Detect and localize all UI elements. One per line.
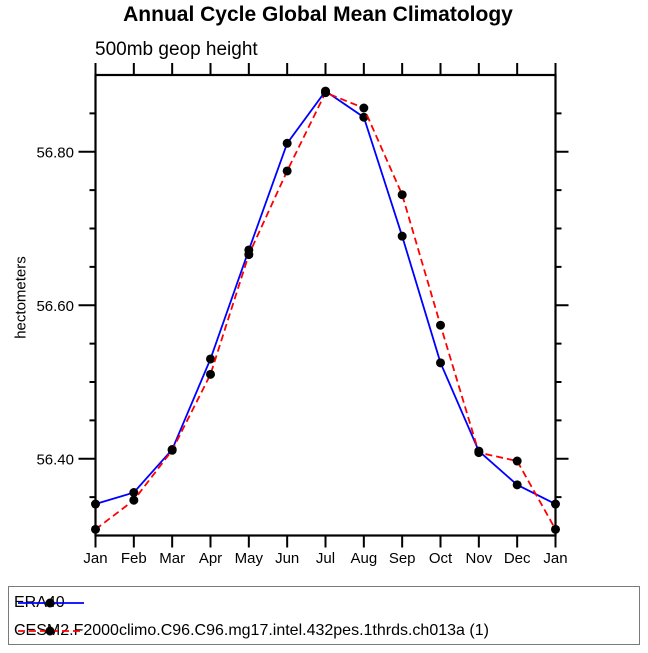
y-tick-label: 56.40 xyxy=(36,451,74,468)
data-point-marker xyxy=(551,499,560,509)
data-point-marker xyxy=(282,138,292,148)
chart-canvas: Jan Feb Mar Apr May Jun Jul Aug Sep Oct Nov Dec Jan 5… xyxy=(36,63,569,567)
data-point-marker xyxy=(206,354,215,364)
data-point-marker xyxy=(91,499,100,509)
x-tick-label: Dec xyxy=(504,550,531,567)
series-line-era40 xyxy=(95,89,556,505)
data-point-marker xyxy=(282,166,292,176)
data-point-marker xyxy=(321,88,330,98)
data-point-marker xyxy=(436,358,445,368)
legend-line-sample xyxy=(18,598,84,608)
data-point-marker xyxy=(359,103,369,113)
x-tick-label: May xyxy=(235,550,264,567)
data-point-marker xyxy=(359,112,369,122)
plot-frame xyxy=(94,73,557,537)
x-tick-label: Apr xyxy=(199,550,222,567)
x-tick-label: Oct xyxy=(429,550,453,567)
chart-title: Annual Cycle Global Mean Climatology xyxy=(123,3,513,26)
legend-label: CESM2.F2000climo.C96.C96.mg17.intel.432p… xyxy=(14,622,489,639)
x-tick-label: Jul xyxy=(316,550,335,567)
data-point-marker xyxy=(206,369,215,379)
data-point-marker xyxy=(244,250,254,260)
x-tick-label: Jun xyxy=(275,550,299,567)
data-point-marker xyxy=(512,480,522,490)
x-tick-label: Jan xyxy=(543,550,567,567)
legend-marker xyxy=(45,598,55,608)
data-point-marker xyxy=(512,456,522,466)
data-point-marker xyxy=(129,488,139,498)
legend-item-cesm2: CESM2.F2000climo.C96.C96.mg17.intel.432p… xyxy=(14,622,489,639)
legend-line-sample xyxy=(18,626,84,636)
y-tick-label: 56.80 xyxy=(36,144,74,161)
y-tick-label: 56.60 xyxy=(36,298,74,315)
data-point-marker xyxy=(436,320,445,330)
data-point-marker xyxy=(551,524,560,534)
data-point-marker xyxy=(397,231,407,241)
x-tick-label: Sep xyxy=(389,550,416,567)
chart-subtitle: 500mb geop height xyxy=(95,39,258,60)
series-line-cesm2 xyxy=(94,91,557,531)
legend-item-era40: ERA40 xyxy=(14,594,84,611)
x-tick-label: Aug xyxy=(350,550,377,567)
data-point-marker xyxy=(397,190,407,200)
data-point-marker xyxy=(167,445,177,455)
data-point-marker xyxy=(474,448,484,458)
data-point-marker xyxy=(91,524,100,534)
legend-marker xyxy=(45,626,55,636)
x-tick-label: Jan xyxy=(83,550,107,567)
x-tick-label: Mar xyxy=(159,550,185,567)
legend: ERA40 CESM2.F2000climo.C96.C96.mg17.inte… xyxy=(8,586,640,645)
x-tick-label: Feb xyxy=(121,550,147,567)
x-tick-label: Nov xyxy=(465,550,492,567)
data-point-marker xyxy=(129,495,139,505)
